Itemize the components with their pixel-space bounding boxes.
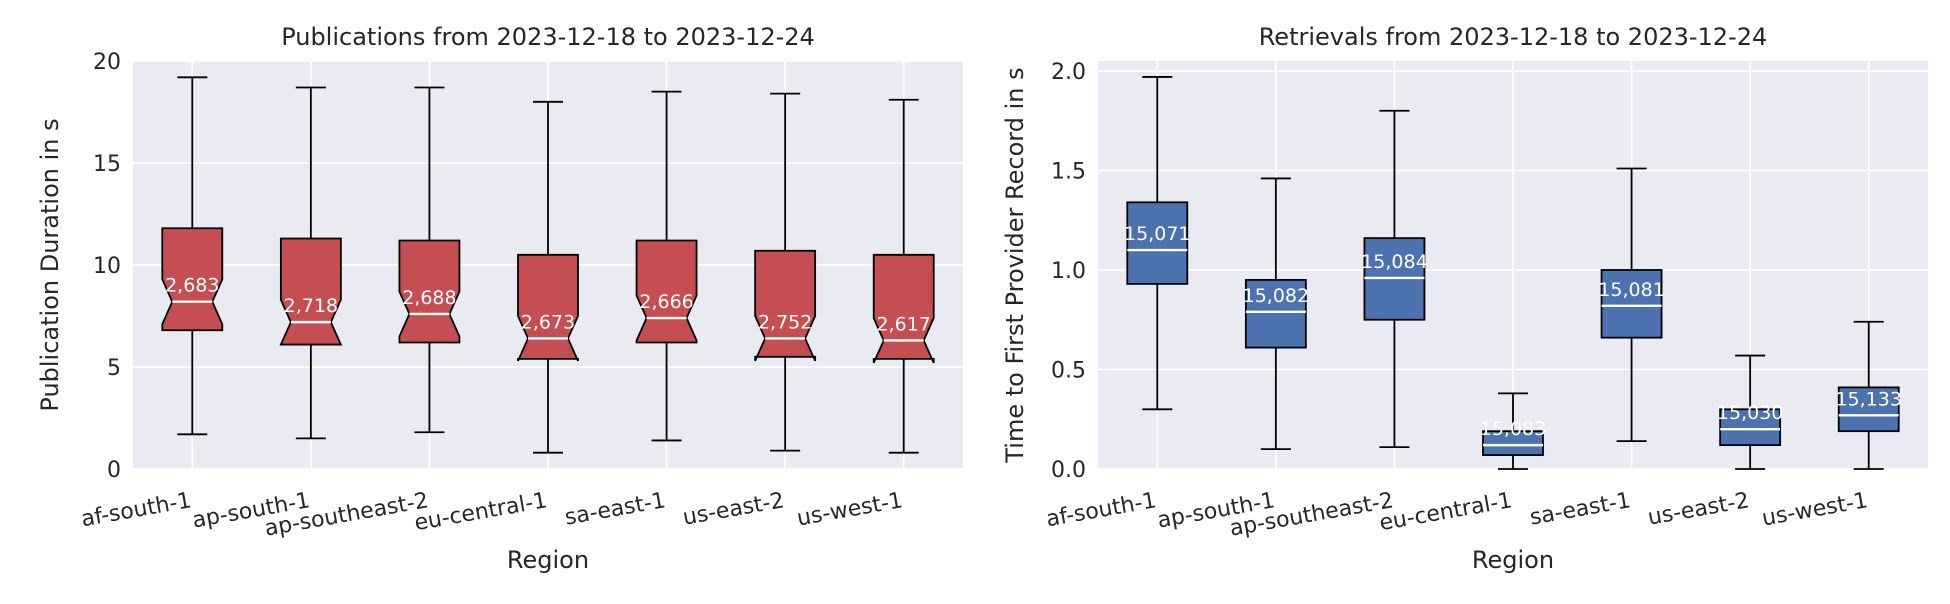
y-tick-label: 5 [107, 356, 121, 381]
x-tick-label: us-west-1 [795, 488, 905, 531]
y-tick-label: 0.0 [1051, 458, 1086, 483]
count-label: 15,071 [1124, 223, 1190, 245]
box-group: 2,683 [161, 76, 224, 436]
count-label: 15,133 [1835, 388, 1901, 410]
box-group: 2,718 [279, 86, 343, 440]
box [398, 239, 461, 344]
box-group: 2,666 [635, 90, 698, 442]
x-axis-label: Region [1472, 546, 1554, 574]
box [1837, 386, 1900, 433]
y-tick-label: 15 [93, 152, 121, 177]
box-group: 15,071 [1124, 76, 1191, 411]
x-tick-label: us-west-1 [1760, 488, 1870, 531]
x-tick-label: af-south-1 [1044, 488, 1158, 532]
box [1244, 279, 1307, 349]
box [1600, 269, 1663, 339]
count-label: 2,718 [284, 295, 338, 317]
y-tick-label: 2.0 [1051, 60, 1086, 85]
x-tick-labels: af-south-1ap-south-1ap-southeast-2eu-cen… [1044, 488, 1869, 541]
x-tick-label: eu-central-1 [413, 488, 550, 536]
x-tick-labels: af-south-1ap-south-1ap-southeast-2eu-cen… [79, 488, 904, 541]
count-label: 2,673 [521, 311, 575, 333]
box-group: 2,617 [872, 98, 935, 454]
box-group: 15,083 [1480, 392, 1546, 470]
count-label: 2,752 [758, 311, 812, 333]
count-label: 15,084 [1361, 251, 1427, 273]
box-group: 2,752 [754, 92, 817, 452]
box [872, 253, 935, 364]
box-group: 15,030 [1717, 354, 1783, 470]
box-group: 2,688 [398, 86, 461, 434]
y-tick-label: 20 [93, 50, 121, 75]
count-label: 2,683 [165, 275, 219, 297]
y-tick-label: 0 [107, 458, 121, 483]
box [279, 237, 343, 346]
box-group: 15,133 [1835, 320, 1902, 470]
y-tick-label: 1.0 [1051, 259, 1086, 284]
retrievals-chart: 15,071 15,082 15,084 15,083 15,081 15,030 15,1… [1001, 23, 1928, 574]
count-label: 15,082 [1243, 285, 1309, 307]
y-tick-labels: 0.0 0.5 1.0 1.5 2.0 [1051, 60, 1086, 483]
y-tick-label: 0.5 [1051, 358, 1086, 383]
count-label: 15,030 [1717, 402, 1783, 424]
count-label: 2,666 [639, 291, 693, 313]
count-label: 2,688 [402, 287, 456, 309]
box [517, 253, 579, 362]
box-marks: 2,683 2,718 2,688 2,673 2,666 2,752 2,617 [161, 76, 935, 454]
x-tick-label: us-east-2 [681, 488, 786, 530]
x-tick-label: us-east-2 [1646, 488, 1751, 530]
box [1719, 408, 1782, 447]
y-axis-label: Time to First Provider Record in s [1001, 67, 1029, 463]
count-label: 2,617 [877, 313, 931, 335]
box-group: 2,673 [517, 100, 579, 454]
y-tick-label: 10 [93, 254, 121, 279]
count-label: 15,083 [1480, 418, 1546, 440]
publications-chart: 2,683 2,718 2,688 2,673 2,666 2,752 2,617 0 5 10… [36, 23, 963, 574]
box [1126, 201, 1189, 285]
y-tick-labels: 0 5 10 15 20 [93, 50, 121, 483]
box-group: 15,084 [1361, 109, 1428, 449]
y-tick-label: 1.5 [1051, 159, 1086, 184]
box-marks: 15,071 15,082 15,084 15,083 15,081 15,030 15,1… [1124, 76, 1902, 470]
box-group: 15,082 [1243, 177, 1309, 450]
count-label: 15,081 [1598, 279, 1664, 301]
x-tick-label: af-south-1 [79, 488, 193, 532]
chart-title: Publications from 2023-12-18 to 2023-12-… [281, 23, 815, 51]
box [1482, 430, 1544, 456]
chart-title: Retrievals from 2023-12-18 to 2023-12-24 [1259, 23, 1768, 51]
x-axis-label: Region [507, 546, 589, 574]
x-tick-label: eu-central-1 [1378, 488, 1515, 536]
box [754, 249, 817, 362]
x-tick-label: sa-east-1 [1528, 488, 1633, 530]
x-tick-label: sa-east-1 [563, 488, 668, 530]
y-axis-label: Publication Duration in s [36, 118, 64, 411]
box-group: 15,081 [1598, 167, 1665, 443]
box [161, 227, 224, 332]
